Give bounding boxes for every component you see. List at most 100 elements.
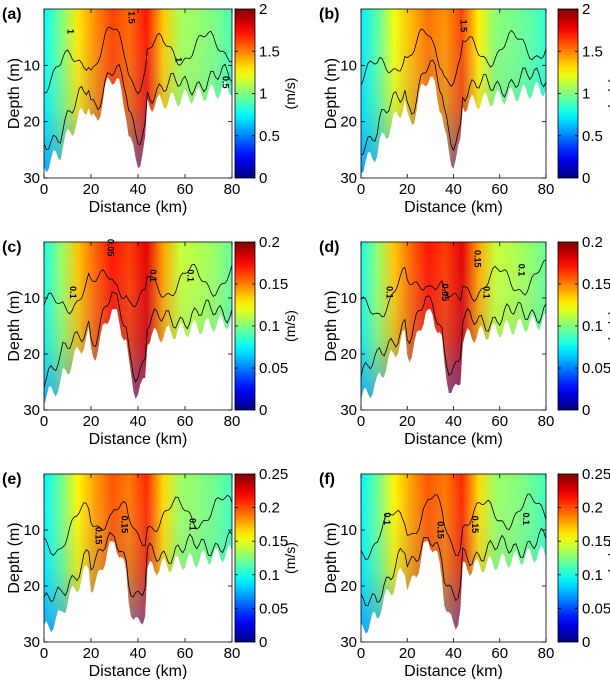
x-tick-label: 20 <box>83 413 100 430</box>
x-tick-label: 0 <box>40 645 48 662</box>
y-tick-label: 20 <box>340 346 357 363</box>
contour-label: 0.1 <box>521 513 531 526</box>
x-tick-label: 80 <box>538 413 555 430</box>
colorbar-tick-label: 0.05 <box>582 360 610 377</box>
contour-label: 0.1 <box>516 264 526 277</box>
contour-label: 1 <box>174 57 184 62</box>
contour-line <box>43 291 233 388</box>
panel-label: (c) <box>2 239 22 256</box>
colorbar-tick-label: 0.1 <box>259 567 280 584</box>
y-tick-label: 30 <box>23 634 40 651</box>
contour-label: 0.15 <box>470 516 480 534</box>
contour-label: 0.15 <box>120 516 130 534</box>
colorbar-tick-label: 0.25 <box>582 466 610 483</box>
x-tick-label: 0 <box>357 413 365 430</box>
y-tick-label: 20 <box>340 578 357 595</box>
colorbar-tick-label: 0.5 <box>582 128 603 145</box>
contour-label: 1.5 <box>458 20 468 33</box>
colorbar-tick-label: 0.1 <box>582 318 603 335</box>
colorbar-tick-label: 0.15 <box>582 533 610 550</box>
colorbar-tick-label: 1 <box>582 86 590 103</box>
colorbar-tick-label: 0.5 <box>259 128 280 145</box>
y-tick-label: 10 <box>23 57 40 74</box>
colorbar-tick-label: 1 <box>259 86 267 103</box>
colorbar-tick-label: 0 <box>259 402 267 419</box>
colorbar-tick-label: 0 <box>582 170 590 187</box>
colorbar <box>557 473 579 643</box>
y-tick-label: 10 <box>340 522 357 539</box>
y-tick-label: 30 <box>23 170 40 187</box>
x-tick-label: 0 <box>40 413 48 430</box>
x-tick-label: 0 <box>357 181 365 198</box>
x-tick-label: 80 <box>224 413 241 430</box>
colorbar-tick-label: 0.2 <box>259 234 280 251</box>
colorbar-tick-label: 0.2 <box>582 500 603 517</box>
velocity-depth-shading <box>44 9 232 173</box>
contour-label: 0.1 <box>382 513 392 526</box>
y-tick-label: 10 <box>23 290 40 307</box>
colorbar-tick-label: 0.05 <box>582 600 610 617</box>
panel-label: (e) <box>2 471 22 488</box>
contour-line <box>43 63 233 151</box>
contour-line <box>360 259 547 318</box>
x-axis-label: Distance (km) <box>89 663 188 679</box>
x-tick-label: 20 <box>83 181 100 198</box>
colorbar <box>234 473 256 643</box>
y-tick-label: 30 <box>340 402 357 419</box>
x-tick-label: 0 <box>357 645 365 662</box>
x-tick-label: 60 <box>491 181 508 198</box>
x-tick-label: 20 <box>399 413 416 430</box>
contour-label: 0.05 <box>105 239 115 257</box>
x-tick-label: 80 <box>224 645 241 662</box>
panel-d: 0.1 0.05 0.15 0.1 0.1 0 20 40 60 80 10 20 30 Distance… <box>319 234 610 448</box>
y-tick-label: 30 <box>340 634 357 651</box>
colorbar-tick-label: 1.5 <box>259 43 280 60</box>
y-axis-label: Depth (m) <box>323 290 340 361</box>
contour-label: 0.15 <box>435 521 445 539</box>
y-tick-label: 10 <box>340 290 357 307</box>
contour-line <box>360 295 547 378</box>
x-tick-label: 80 <box>538 181 555 198</box>
x-tick-label: 80 <box>538 645 555 662</box>
y-tick-label: 10 <box>23 522 40 539</box>
y-tick-label: 30 <box>23 402 40 419</box>
contour-line <box>360 493 547 560</box>
x-tick-label: 20 <box>83 645 100 662</box>
x-axis-label: Distance (km) <box>89 199 188 216</box>
y-tick-label: 20 <box>23 578 40 595</box>
colorbar-unit-label: (m/s) <box>282 542 298 574</box>
colorbar-tick-label: 2 <box>582 1 590 18</box>
colorbar-unit-label: (m/s) <box>605 542 610 574</box>
contour-line <box>43 530 233 603</box>
y-axis-label: Depth (m) <box>6 522 23 593</box>
panel-label: (d) <box>319 239 339 256</box>
y-tick-label: 30 <box>340 170 357 187</box>
contour-label: 0.1 <box>482 286 492 299</box>
y-tick-label: 20 <box>340 114 357 131</box>
y-axis-label: Depth (m) <box>6 290 23 361</box>
contour-line <box>43 494 233 556</box>
contour-label: 0.1 <box>384 286 394 299</box>
velocity-depth-shading <box>44 474 232 632</box>
colorbar-tick-label: 0.05 <box>259 360 288 377</box>
contour-label: 0.1 <box>148 269 158 282</box>
y-axis-label: Depth (m) <box>6 58 23 129</box>
contour-label: 0.15 <box>472 250 482 268</box>
x-tick-label: 40 <box>130 645 147 662</box>
colorbar-unit-label: (m/s) <box>605 78 610 110</box>
colorbar-tick-label: 0.15 <box>259 533 288 550</box>
x-axis-label: Distance (km) <box>89 431 188 448</box>
colorbar-tick-label: 0 <box>582 634 590 651</box>
x-tick-label: 40 <box>445 645 462 662</box>
colorbar-tick-label: 0.15 <box>582 276 610 293</box>
x-tick-label: 20 <box>399 181 416 198</box>
colorbar-tick-label: 0 <box>582 402 590 419</box>
x-tick-label: 60 <box>491 413 508 430</box>
contour-line <box>43 263 233 315</box>
contour-label: 0.1 <box>188 518 198 531</box>
x-tick-label: 0 <box>40 181 48 198</box>
contour-label: 0.15 <box>94 527 104 545</box>
